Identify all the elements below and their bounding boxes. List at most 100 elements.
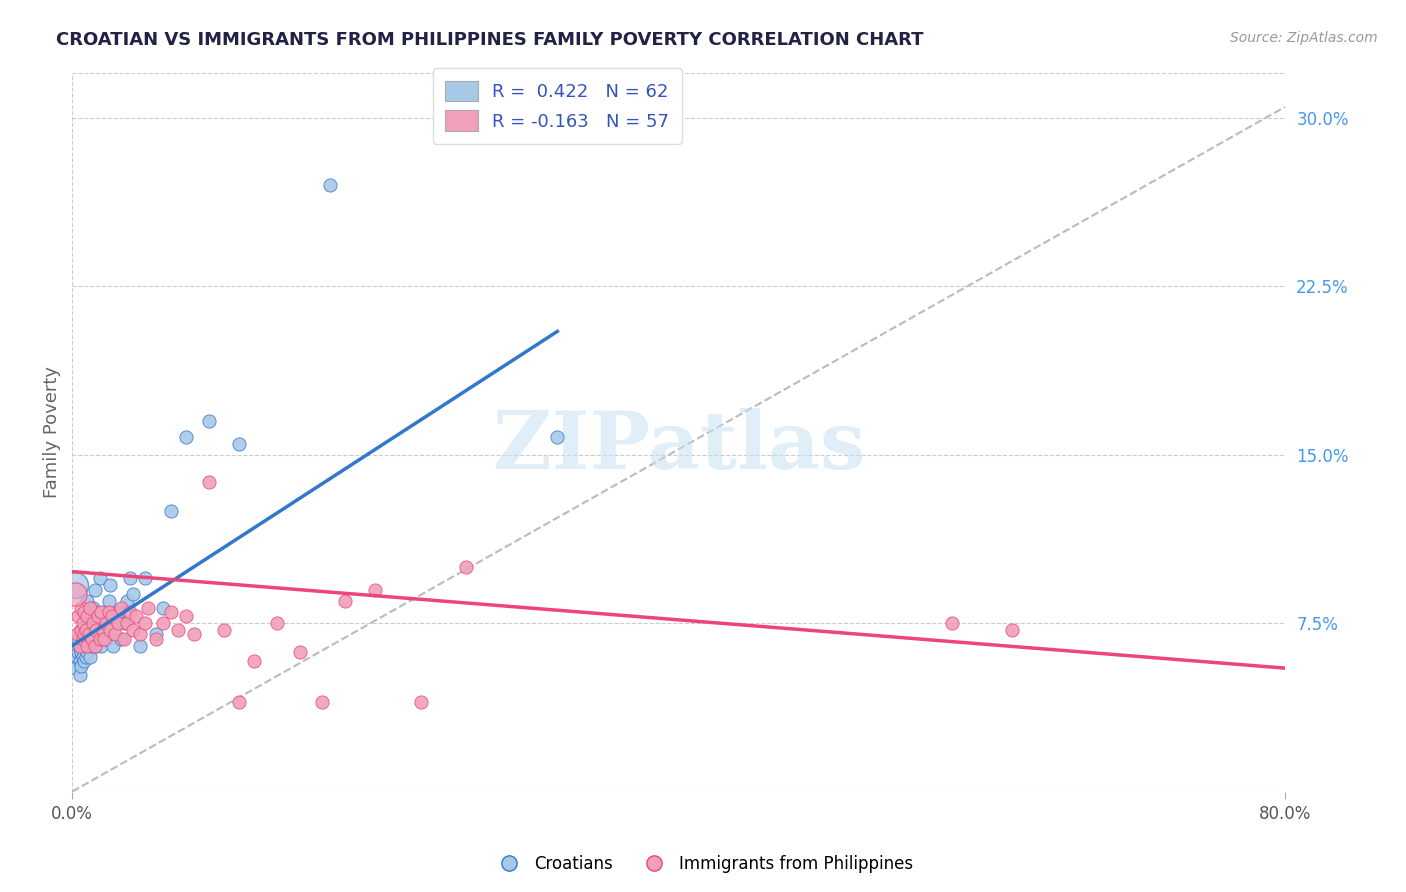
Point xyxy=(65,587,87,601)
Point xyxy=(115,594,138,608)
Point xyxy=(104,609,127,624)
Point xyxy=(65,661,87,675)
Point xyxy=(75,649,97,664)
Point xyxy=(228,436,250,450)
Point xyxy=(84,639,107,653)
Point xyxy=(159,504,181,518)
Point xyxy=(100,609,122,624)
Point xyxy=(75,627,97,641)
Point xyxy=(75,605,97,619)
Point xyxy=(122,587,145,601)
Point xyxy=(91,623,114,637)
Point xyxy=(118,571,141,585)
Point xyxy=(87,616,110,631)
Text: ZIPatlas: ZIPatlas xyxy=(492,408,865,486)
Point xyxy=(118,605,141,619)
Legend: Croatians, Immigrants from Philippines: Croatians, Immigrants from Philippines xyxy=(485,848,921,880)
Point xyxy=(72,649,94,664)
Point xyxy=(66,649,89,664)
Point xyxy=(174,609,197,624)
Point xyxy=(76,639,98,653)
Point xyxy=(97,594,120,608)
Point xyxy=(145,627,167,641)
Point xyxy=(90,639,112,653)
Point xyxy=(101,639,124,653)
Point xyxy=(112,616,135,631)
Point xyxy=(70,623,93,637)
Point xyxy=(72,632,94,646)
Point xyxy=(228,695,250,709)
Point xyxy=(129,639,152,653)
Point xyxy=(79,600,101,615)
Point xyxy=(65,578,87,592)
Point xyxy=(77,627,100,641)
Point xyxy=(197,414,219,428)
Point xyxy=(69,654,91,668)
Point xyxy=(97,605,120,619)
Point xyxy=(134,571,156,585)
Point xyxy=(73,639,96,653)
Point xyxy=(73,616,96,631)
Point xyxy=(409,695,432,709)
Point xyxy=(311,695,333,709)
Point xyxy=(197,475,219,489)
Point xyxy=(89,632,111,646)
Point xyxy=(77,609,100,624)
Point xyxy=(67,609,90,624)
Point xyxy=(152,600,174,615)
Point xyxy=(112,632,135,646)
Point xyxy=(125,609,148,624)
Point xyxy=(84,582,107,597)
Point xyxy=(129,627,152,641)
Y-axis label: Family Poverty: Family Poverty xyxy=(44,367,60,499)
Point xyxy=(80,605,103,619)
Point xyxy=(69,640,91,655)
Point xyxy=(288,645,311,659)
Point xyxy=(98,623,121,637)
Point xyxy=(167,623,190,637)
Point xyxy=(94,632,117,646)
Point xyxy=(93,605,115,619)
Point xyxy=(107,605,129,619)
Point xyxy=(72,616,94,631)
Point xyxy=(69,668,91,682)
Point xyxy=(82,600,104,615)
Text: Source: ZipAtlas.com: Source: ZipAtlas.com xyxy=(1230,31,1378,45)
Point xyxy=(75,623,97,637)
Point xyxy=(183,627,205,641)
Point xyxy=(1001,623,1024,637)
Point xyxy=(86,623,108,637)
Point xyxy=(70,645,93,659)
Point xyxy=(76,616,98,631)
Point xyxy=(79,623,101,637)
Point xyxy=(69,639,91,653)
Point xyxy=(76,645,98,659)
Point xyxy=(80,639,103,653)
Point xyxy=(66,627,89,641)
Point xyxy=(122,623,145,637)
Point xyxy=(333,594,356,608)
Point xyxy=(104,627,127,641)
Point xyxy=(152,616,174,631)
Point xyxy=(77,639,100,653)
Point xyxy=(94,616,117,631)
Point xyxy=(941,616,963,631)
Legend: R =  0.422   N = 62, R = -0.163   N = 57: R = 0.422 N = 62, R = -0.163 N = 57 xyxy=(433,68,682,144)
Point xyxy=(87,609,110,624)
Point xyxy=(136,600,159,615)
Point xyxy=(86,605,108,619)
Point xyxy=(70,623,93,637)
Point xyxy=(70,600,93,615)
Point xyxy=(82,632,104,646)
Point xyxy=(107,616,129,631)
Point xyxy=(91,623,114,637)
Point xyxy=(73,605,96,619)
Point xyxy=(93,632,115,646)
Point xyxy=(76,632,98,646)
Point xyxy=(86,639,108,653)
Point xyxy=(243,654,266,668)
Point xyxy=(98,578,121,592)
Point xyxy=(73,627,96,641)
Point xyxy=(115,616,138,631)
Point xyxy=(212,623,235,637)
